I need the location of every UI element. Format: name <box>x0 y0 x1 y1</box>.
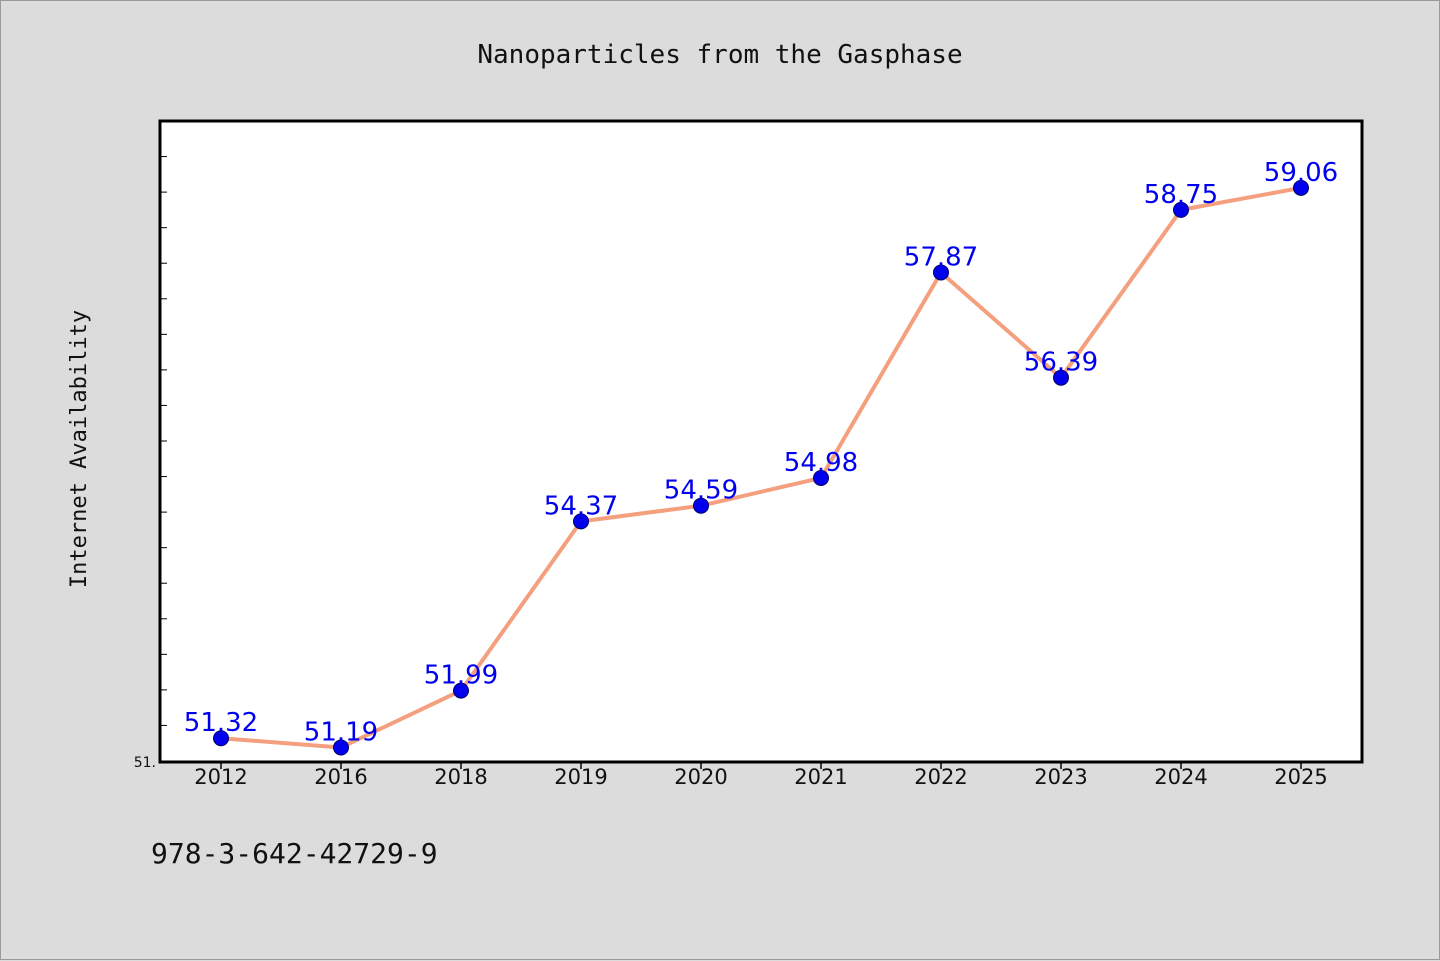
x-tick-label: 2022 <box>914 765 967 789</box>
y-axis-label: Internet Availability <box>67 310 92 588</box>
x-tick-label: 2016 <box>314 765 367 789</box>
data-point <box>1293 179 1309 196</box>
x-tick-label: 2023 <box>1034 765 1087 789</box>
data-point <box>213 730 229 747</box>
plot-area <box>158 119 1364 764</box>
data-label: 54.59 <box>664 476 738 506</box>
data-label: 57.87 <box>904 242 978 272</box>
x-tick-label: 2020 <box>674 765 727 789</box>
x-tick-label: 2019 <box>554 765 607 789</box>
data-point <box>693 497 709 514</box>
data-label: 56.39 <box>1024 348 1098 378</box>
data-label: 51.99 <box>424 661 498 691</box>
x-tick-label: 2024 <box>1154 765 1207 789</box>
x-tick-label: 2025 <box>1274 765 1327 789</box>
isbn-text: 978-3-642-42729-9 <box>151 837 438 870</box>
data-label: 51.32 <box>184 708 258 738</box>
data-label: 58.75 <box>1144 180 1218 210</box>
data-point <box>573 513 589 530</box>
x-tick-label: 2021 <box>794 765 847 789</box>
y-tick-label: 51. <box>134 755 156 771</box>
series-line <box>220 185 1302 750</box>
series-layer: 51.32 51.19 51.99 54.37 54.59 54.98 57.87 56.39… <box>184 158 1338 756</box>
chart-title: Nanoparticles from the Gasphase <box>477 40 962 70</box>
data-point <box>1173 201 1189 218</box>
x-tick-label: 2018 <box>434 765 487 789</box>
data-point <box>813 469 829 486</box>
data-label: 54.98 <box>784 448 858 478</box>
data-label: 51.19 <box>304 717 378 747</box>
y-axis-ticks <box>161 120 167 762</box>
data-label: 54.37 <box>544 491 618 521</box>
data-point <box>453 682 469 699</box>
data-point <box>933 264 949 281</box>
data-point <box>1053 369 1069 386</box>
data-point <box>333 739 349 756</box>
data-label: 59.06 <box>1264 158 1338 188</box>
x-axis-ticks: 2012 2016 2018 2019 2020 2021 2022 2023 2024 2025 <box>194 761 1328 789</box>
x-tick-label: 2012 <box>194 765 247 789</box>
